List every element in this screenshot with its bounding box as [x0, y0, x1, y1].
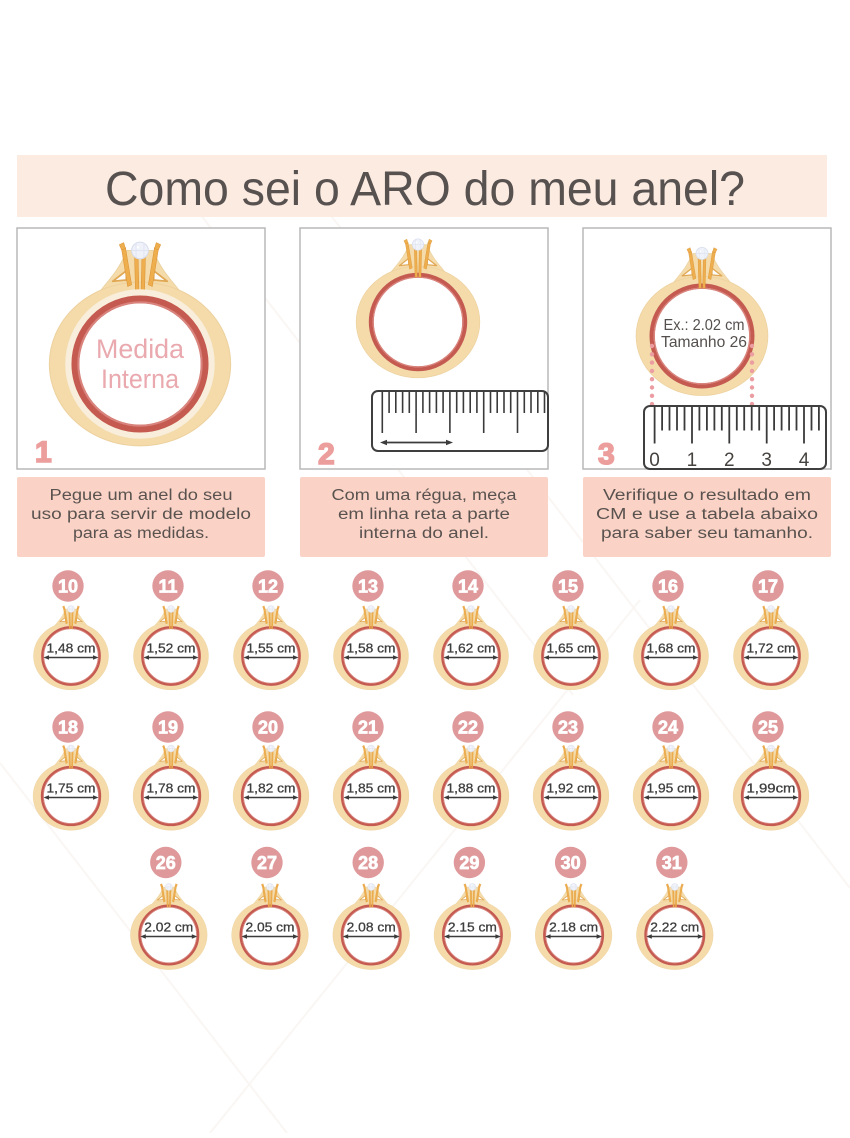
svg-text:1,68 cm: 1,68 cm [647, 641, 696, 656]
svg-text:1: 1 [35, 436, 52, 469]
svg-text:31: 31 [662, 853, 682, 873]
svg-text:19: 19 [158, 718, 178, 738]
svg-text:21: 21 [358, 718, 378, 738]
svg-text:29: 29 [459, 853, 479, 873]
svg-text:14: 14 [458, 577, 478, 597]
svg-text:2.05 cm: 2.05 cm [246, 920, 295, 935]
svg-text:2.08 cm: 2.08 cm [347, 920, 396, 935]
svg-text:22: 22 [458, 718, 478, 738]
svg-text:1,95 cm: 1,95 cm [647, 781, 696, 796]
svg-text:2.15 cm: 2.15 cm [448, 920, 497, 935]
svg-text:2.18 cm: 2.18 cm [549, 920, 598, 935]
svg-text:20: 20 [258, 718, 278, 738]
svg-text:2.02 cm: 2.02 cm [144, 920, 193, 935]
svg-text:1: 1 [687, 450, 698, 471]
svg-text:Como sei o ARO do meu anel?: Como sei o ARO do meu anel? [105, 163, 745, 216]
svg-text:1,78 cm: 1,78 cm [147, 781, 196, 796]
svg-text:3: 3 [761, 450, 772, 471]
svg-text:em linha reta a parte: em linha reta a parte [338, 506, 510, 523]
svg-text:1,85 cm: 1,85 cm [347, 781, 396, 796]
svg-text:24: 24 [658, 718, 678, 738]
svg-text:11: 11 [158, 577, 177, 597]
svg-text:0: 0 [649, 450, 660, 471]
svg-text:Tamanho 26: Tamanho 26 [661, 334, 747, 351]
svg-text:1,88 cm: 1,88 cm [447, 781, 496, 796]
svg-text:2.22 cm: 2.22 cm [650, 920, 699, 935]
svg-text:17: 17 [758, 577, 778, 597]
svg-text:30: 30 [561, 853, 581, 873]
svg-text:Interna: Interna [101, 364, 180, 394]
svg-text:1,55 cm: 1,55 cm [247, 641, 296, 656]
svg-text:Com uma régua, meça: Com uma régua, meça [332, 487, 517, 504]
svg-text:Pegue um anel do seu: Pegue um anel do seu [50, 487, 233, 504]
svg-text:26: 26 [156, 853, 176, 873]
svg-text:1,82 cm: 1,82 cm [247, 781, 296, 796]
svg-text:para saber seu tamanho.: para saber seu tamanho. [601, 525, 813, 542]
svg-text:2: 2 [318, 438, 335, 471]
svg-text:1,92 cm: 1,92 cm [547, 781, 596, 796]
svg-text:1,75 cm: 1,75 cm [47, 781, 96, 796]
svg-text:Medida: Medida [96, 334, 185, 364]
svg-text:Verifique o resultado em: Verifique o resultado em [603, 487, 811, 504]
svg-text:1,58 cm: 1,58 cm [347, 641, 396, 656]
svg-text:1,52 cm: 1,52 cm [147, 641, 196, 656]
svg-text:16: 16 [658, 577, 678, 597]
svg-text:interna do anel.: interna do anel. [359, 525, 489, 542]
svg-text:CM e use a tabela abaixo: CM e use a tabela abaixo [596, 506, 818, 523]
svg-text:1,72 cm: 1,72 cm [747, 641, 796, 656]
svg-text:23: 23 [558, 718, 578, 738]
svg-text:1,62 cm: 1,62 cm [447, 641, 496, 656]
svg-text:1,99cm: 1,99cm [747, 781, 796, 796]
svg-text:25: 25 [758, 718, 778, 738]
svg-text:3: 3 [598, 438, 615, 471]
svg-text:4: 4 [799, 450, 810, 471]
svg-text:uso para servir de modelo: uso para servir de modelo [31, 506, 251, 523]
svg-text:15: 15 [558, 577, 578, 597]
svg-text:18: 18 [58, 718, 78, 738]
svg-text:1,65 cm: 1,65 cm [547, 641, 596, 656]
svg-text:28: 28 [358, 853, 378, 873]
svg-text:Ex.: 2.02 cm: Ex.: 2.02 cm [664, 317, 745, 334]
svg-text:10: 10 [58, 577, 78, 597]
svg-text:13: 13 [358, 577, 378, 597]
svg-text:27: 27 [257, 853, 277, 873]
svg-text:2: 2 [724, 450, 735, 471]
svg-text:1,48 cm: 1,48 cm [47, 641, 96, 656]
svg-text:12: 12 [258, 577, 278, 597]
svg-text:para as medidas.: para as medidas. [73, 525, 209, 542]
